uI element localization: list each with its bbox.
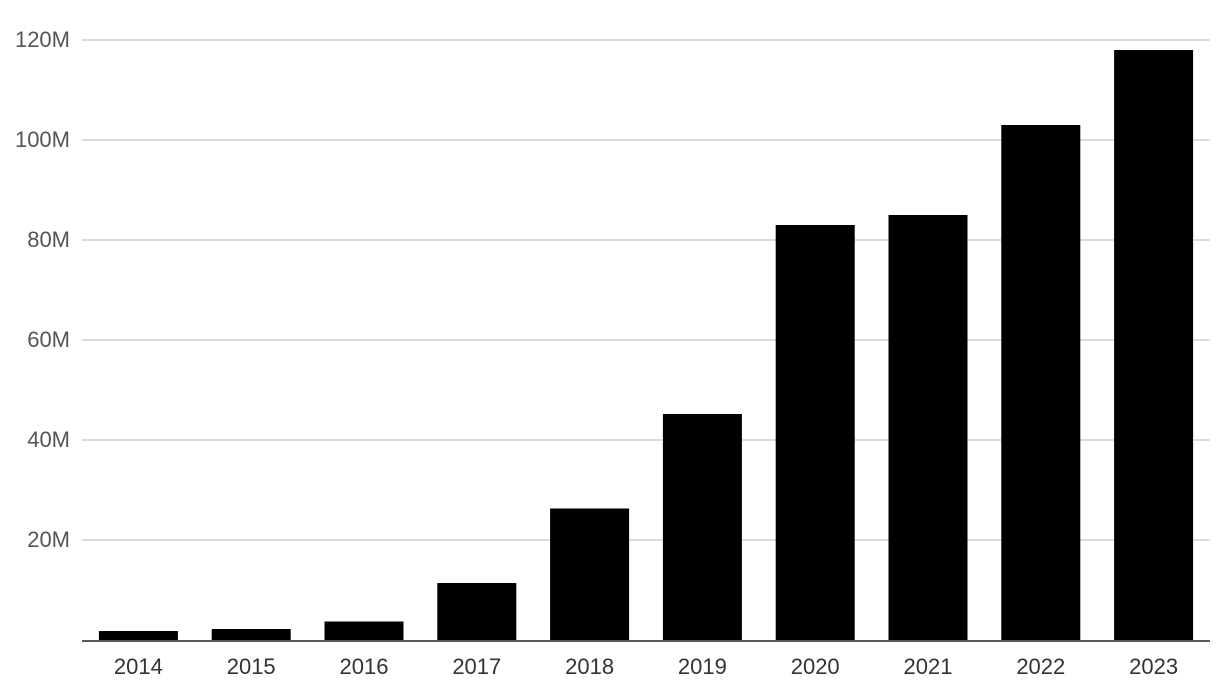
bar	[98, 631, 178, 640]
bars	[98, 50, 1194, 640]
bar	[437, 583, 517, 640]
bar	[888, 215, 968, 640]
bar	[550, 508, 630, 640]
bar	[662, 414, 742, 640]
x-tick-label: 2021	[904, 654, 953, 679]
x-tick-label: 2018	[565, 654, 614, 679]
bar	[324, 621, 404, 640]
y-tick-label: 40M	[27, 427, 70, 452]
y-tick-label: 20M	[27, 527, 70, 552]
y-tick-label: 120M	[15, 27, 70, 52]
y-tick-label: 60M	[27, 327, 70, 352]
bar	[1001, 125, 1081, 640]
x-tick-label: 2015	[227, 654, 276, 679]
y-tick-label: 80M	[27, 227, 70, 252]
bar	[1114, 50, 1194, 640]
x-tick-label: 2017	[452, 654, 501, 679]
x-tick-label: 2016	[340, 654, 389, 679]
x-axis-ticks: 2014 2015 2016 2017 2018 2019 2020 2021 2022 2023	[114, 654, 1178, 679]
bar	[211, 629, 291, 640]
x-tick-label: 2020	[791, 654, 840, 679]
x-tick-label: 2022	[1016, 654, 1065, 679]
x-tick-label: 2014	[114, 654, 163, 679]
x-tick-label: 2019	[678, 654, 727, 679]
y-tick-label: 100M	[15, 127, 70, 152]
y-axis-ticks: 20M 40M 60M 80M 100M 120M	[15, 27, 70, 552]
bar	[775, 225, 855, 640]
x-tick-label: 2023	[1129, 654, 1178, 679]
